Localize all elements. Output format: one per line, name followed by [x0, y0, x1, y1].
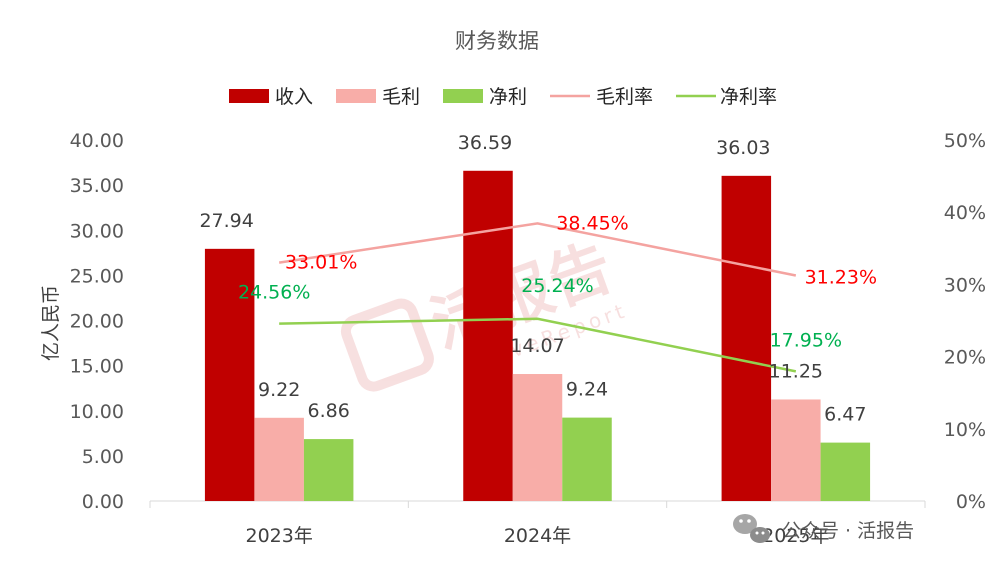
revenue-bar	[463, 170, 513, 501]
bar-data-label: 6.47	[824, 404, 866, 426]
legend-label-gross-profit: 毛利	[382, 86, 420, 108]
wechat-icon	[733, 514, 770, 543]
revenue-bar	[204, 248, 255, 501]
y-tick-label: 10.00	[70, 401, 124, 423]
y-tick-label: 20.00	[70, 311, 124, 333]
line-data-label: 25.24%	[521, 275, 593, 297]
y-tick-label: 30.00	[70, 220, 124, 242]
net-profit-bar	[820, 442, 871, 501]
y2-tick-label: 30%	[944, 274, 986, 296]
legend-swatch-gross-profit	[336, 89, 376, 103]
footer-watermark-text: 公众号 · 活报告	[782, 520, 914, 542]
y-axis-ticks: 0.00 5.00 10.00 15.00 20.00 25.00 30.00 35.00 40…	[70, 130, 124, 513]
gross-profit-bar	[771, 399, 821, 501]
bar-data-label: 36.03	[716, 137, 770, 159]
bar-data-label: 14.07	[510, 335, 564, 357]
gross-profit-bar	[254, 417, 304, 501]
line-data-label: 31.23%	[805, 267, 877, 289]
x-axis: 2023年 2024年 2025年	[149, 500, 926, 547]
y-tick-label: 15.00	[70, 356, 124, 378]
bar-data-label: 36.59	[458, 132, 512, 154]
footer-watermark: 公众号 · 活报告	[733, 514, 914, 543]
revenue-bar	[721, 175, 772, 501]
bar-data-label: 11.25	[769, 360, 823, 382]
y2-axis-ticks: 0% 10% 20% 30% 40% 50%	[944, 130, 986, 513]
line-data-label: 17.95%	[770, 329, 842, 351]
net-profit-bar	[303, 439, 354, 501]
legend-swatch-net-profit	[443, 89, 483, 103]
y-tick-label: 35.00	[70, 175, 124, 197]
legend: 收入 毛利 净利 毛利率 净利率	[229, 86, 777, 108]
lines	[278, 222, 797, 373]
line-data-label: 24.56%	[238, 282, 310, 304]
line-data-label: 33.01%	[285, 252, 357, 274]
chart-title: 财务数据	[455, 29, 539, 53]
legend-label-revenue: 收入	[275, 86, 313, 108]
y2-tick-label: 50%	[944, 130, 986, 152]
y-tick-label: 25.00	[70, 265, 124, 287]
bars	[204, 170, 871, 501]
watermark-logo-mark	[340, 298, 434, 392]
net-margin-line	[279, 317, 797, 373]
x-tick-label: 2023年	[245, 525, 312, 547]
x-tick-label: 2025年	[762, 525, 829, 547]
legend-label-net-margin: 净利率	[720, 86, 777, 108]
gross-profit-bar	[512, 374, 563, 501]
x-tick-label: 2024年	[504, 525, 571, 547]
legend-label-net-profit: 净利	[489, 86, 527, 108]
legend-swatch-revenue	[229, 89, 269, 103]
legend-label-gross-margin: 毛利率	[596, 86, 653, 108]
y2-tick-label: 0%	[956, 491, 986, 513]
y-tick-label: 0.00	[82, 491, 124, 513]
y2-tick-label: 10%	[944, 419, 986, 441]
bar-data-label: 9.22	[258, 379, 300, 401]
y-tick-label: 40.00	[70, 130, 124, 152]
net-profit-bar	[562, 417, 612, 501]
bar-data-label: 27.94	[199, 210, 253, 232]
y-axis-label: 亿人民币	[40, 285, 62, 361]
line-data-label: 38.45%	[556, 212, 628, 234]
bar-data-label: 9.24	[566, 379, 608, 401]
data-labels: 27.94 36.59 36.03 9.22 14.07 11.25 6.86 9.24 6.4…	[199, 132, 877, 426]
y2-tick-label: 20%	[944, 347, 986, 369]
y2-tick-label: 40%	[944, 202, 986, 224]
bar-data-label: 6.86	[308, 400, 350, 422]
gross-margin-line	[278, 222, 797, 277]
y-tick-label: 5.00	[82, 446, 124, 468]
